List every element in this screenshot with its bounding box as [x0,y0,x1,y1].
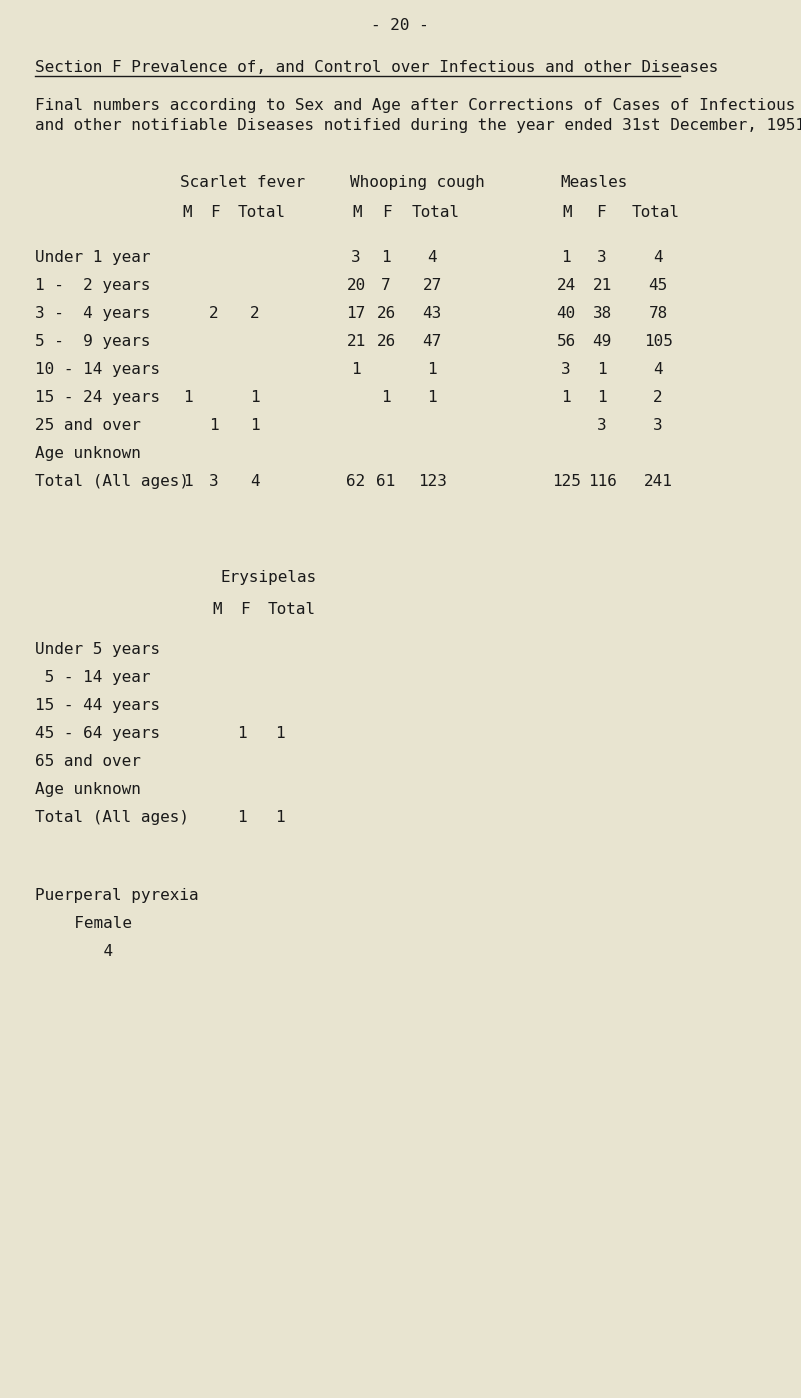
Text: 125: 125 [552,474,581,489]
Text: 2: 2 [653,390,662,405]
Text: 21: 21 [346,334,365,350]
Text: Total: Total [412,206,460,219]
Text: Age unknown: Age unknown [35,781,141,797]
Text: 1: 1 [427,362,437,377]
Text: 24: 24 [557,278,576,294]
Text: Scarlet fever: Scarlet fever [180,175,305,190]
Text: 1: 1 [381,250,391,266]
Text: 78: 78 [648,306,667,322]
Text: 4: 4 [653,362,662,377]
Text: 45 - 64 years: 45 - 64 years [35,726,160,741]
Text: 3: 3 [562,362,571,377]
Text: Age unknown: Age unknown [35,446,141,461]
Text: 5 -  9 years: 5 - 9 years [35,334,151,350]
Text: 1: 1 [183,390,193,405]
Text: 43: 43 [422,306,441,322]
Text: 56: 56 [557,334,576,350]
Text: Total: Total [238,206,286,219]
Text: 25 and over: 25 and over [35,418,141,433]
Text: 3: 3 [598,418,607,433]
Text: 3: 3 [598,250,607,266]
Text: 2: 2 [250,306,260,322]
Text: 1: 1 [276,809,285,825]
Text: 1: 1 [598,390,607,405]
Text: 47: 47 [422,334,441,350]
Text: 1: 1 [427,390,437,405]
Text: M: M [182,206,191,219]
Text: 1: 1 [250,418,260,433]
Text: 49: 49 [593,334,612,350]
Text: 1: 1 [209,418,219,433]
Text: 116: 116 [588,474,617,489]
Text: 123: 123 [417,474,446,489]
Text: 5 - 14 year: 5 - 14 year [35,670,151,685]
Text: 40: 40 [557,306,576,322]
Text: Prevalence of, and Control over Infectious and other Diseases: Prevalence of, and Control over Infectio… [111,60,718,75]
Text: 65 and over: 65 and over [35,754,141,769]
Text: Total: Total [268,603,316,617]
Text: 4: 4 [653,250,662,266]
Text: M: M [562,206,572,219]
Text: Total: Total [632,206,680,219]
Text: 241: 241 [643,474,672,489]
Text: Whooping cough: Whooping cough [350,175,485,190]
Text: 2: 2 [209,306,219,322]
Text: Measles: Measles [560,175,627,190]
Text: 1: 1 [381,390,391,405]
Text: F: F [382,206,392,219]
Text: Section F: Section F [35,60,122,75]
Text: 3: 3 [209,474,219,489]
Text: M: M [352,206,361,219]
Text: 10 - 14 years: 10 - 14 years [35,362,160,377]
Text: 4: 4 [250,474,260,489]
Text: 61: 61 [376,474,396,489]
Text: 1 -  2 years: 1 - 2 years [35,278,151,294]
Text: 15 - 24 years: 15 - 24 years [35,390,160,405]
Text: 38: 38 [593,306,612,322]
Text: 17: 17 [346,306,365,322]
Text: 15 - 44 years: 15 - 44 years [35,698,160,713]
Text: Female: Female [55,916,132,931]
Text: Under 5 years: Under 5 years [35,642,160,657]
Text: 1: 1 [351,362,360,377]
Text: Final numbers according to Sex and Age after Corrections of Cases of Infectious: Final numbers according to Sex and Age a… [35,98,795,113]
Text: 1: 1 [183,474,193,489]
Text: 1: 1 [562,390,571,405]
Text: 3 -  4 years: 3 - 4 years [35,306,151,322]
Text: F: F [210,206,219,219]
Text: 1: 1 [276,726,285,741]
Text: 1: 1 [598,362,607,377]
Text: 27: 27 [422,278,441,294]
Text: Total (All ages): Total (All ages) [35,474,189,489]
Text: 4: 4 [427,250,437,266]
Text: 20: 20 [346,278,365,294]
Text: 62: 62 [346,474,365,489]
Text: 21: 21 [593,278,612,294]
Text: F: F [240,603,250,617]
Text: - 20 -: - 20 - [371,18,429,34]
Text: F: F [596,206,606,219]
Text: Erysipelas: Erysipelas [220,570,316,584]
Text: 45: 45 [648,278,667,294]
Text: and other notifiable Diseases notified during the year ended 31st December, 1951: and other notifiable Diseases notified d… [35,117,801,133]
Text: 1: 1 [237,726,247,741]
Text: Total (All ages): Total (All ages) [35,809,189,825]
Text: Under 1 year: Under 1 year [35,250,151,266]
Text: 7: 7 [381,278,391,294]
Text: 4: 4 [65,944,113,959]
Text: 1: 1 [237,809,247,825]
Text: M: M [212,603,222,617]
Text: 26: 26 [376,306,396,322]
Text: 3: 3 [653,418,662,433]
Text: 3: 3 [351,250,360,266]
Text: Puerperal pyrexia: Puerperal pyrexia [35,888,199,903]
Text: 105: 105 [643,334,672,350]
Text: 26: 26 [376,334,396,350]
Text: 1: 1 [562,250,571,266]
Text: 1: 1 [250,390,260,405]
